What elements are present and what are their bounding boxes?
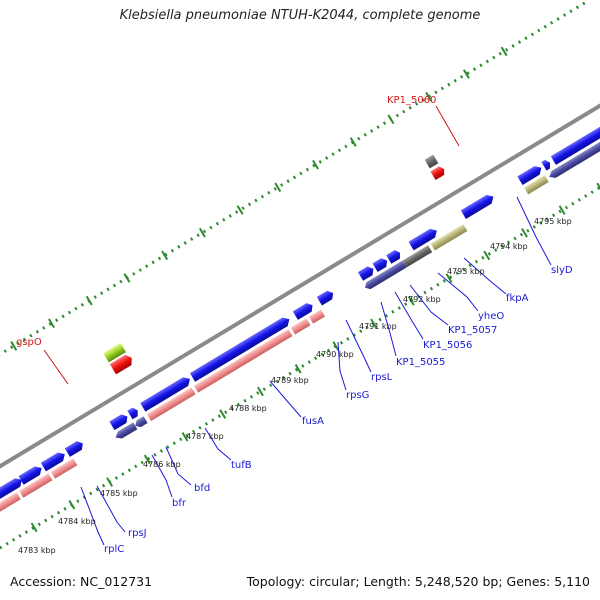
rna-row (0, 309, 326, 530)
gene-label-gspo: gspO (16, 337, 42, 348)
scale-label: 4783 kbp (18, 546, 56, 555)
highlight-leader-lines (43, 105, 460, 385)
kp1-5060-feature (424, 154, 445, 181)
gene-label-fusa: fusA (302, 416, 324, 427)
inner-tick-ring (0, 142, 600, 558)
scale-label: 4792 kbp (403, 295, 441, 304)
reverse-cds-row (115, 110, 600, 439)
gene-label-tufb: tufB (231, 460, 252, 471)
gene-label-rplc: rplC (104, 544, 124, 555)
gene-label-yheo: yheO (478, 311, 504, 322)
gene-label-bfr: bfr (172, 498, 187, 509)
gene-label-kp1-5057: KP1_5057 (448, 325, 497, 336)
scale-label: 4793 kbp (447, 267, 485, 276)
scale-label: 4791 kbp (359, 322, 397, 331)
genome-track (0, 0, 600, 558)
gene-label-kp1-5060: KP1_5060 (387, 95, 436, 106)
scale-label: 4790 kbp (316, 350, 354, 359)
map-title: Klebsiella pneumoniae NTUH-K2044, comple… (119, 8, 481, 23)
scale-label: 4788 kbp (229, 404, 267, 413)
scale-labels: 4783 kbp 4784 kbp 4785 kbp 4786 kbp 4787… (18, 217, 572, 555)
outer-tick-ring (0, 0, 589, 415)
accession-text: Accession: NC_012731 (10, 574, 153, 589)
gene-label-slyd: slyD (551, 265, 573, 276)
leader-lines (80, 196, 552, 546)
inner-tick-marks (30, 182, 600, 533)
gene-labels: rplC rpsJ bfr bfd tufB fusA rpsG rpsL KP… (104, 265, 573, 555)
gspo-feature (103, 342, 132, 375)
gene-label-kp1-5055: KP1_5055 (396, 357, 445, 368)
scale-label: 4794 kbp (490, 242, 528, 251)
genome-backbone (0, 81, 600, 498)
highlighted-labels: gspO KP1_5060 (16, 95, 436, 348)
gene-label-rpsl: rpsL (371, 372, 393, 383)
outer-tick-marks (10, 46, 508, 351)
scale-label: 4789 kbp (271, 376, 309, 385)
forward-cds-row (0, 99, 600, 500)
gene-label-rpsg: rpsG (346, 390, 369, 401)
gene-label-rpsj: rpsJ (128, 528, 147, 539)
scale-label: 4795 kbp (534, 217, 572, 226)
genome-summary-text: Topology: circular; Length: 5,248,520 bp… (246, 574, 590, 589)
misc-feature-row (402, 175, 549, 268)
scale-label: 4787 kbp (186, 432, 224, 441)
gene-label-bfd: bfd (194, 483, 210, 494)
scale-label: 4784 kbp (58, 517, 96, 526)
gene-label-kp1-5056: KP1_5056 (423, 340, 472, 351)
scale-label: 4786 kbp (143, 460, 181, 469)
scale-label: 4785 kbp (100, 489, 138, 498)
gene-label-fkpa: fkpA (506, 293, 529, 304)
